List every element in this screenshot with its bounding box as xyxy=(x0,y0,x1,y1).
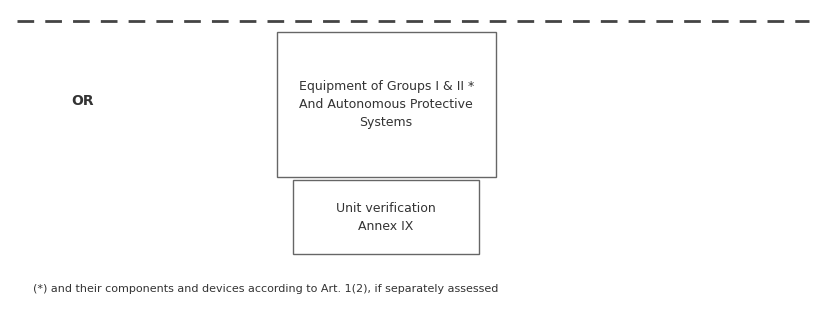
Text: Equipment of Groups I & II *
And Autonomous Protective
Systems: Equipment of Groups I & II * And Autonom… xyxy=(298,80,474,129)
Text: (*) and their components and devices according to Art. 1(2), if separately asses: (*) and their components and devices acc… xyxy=(33,284,498,294)
FancyBboxPatch shape xyxy=(277,32,496,177)
Text: OR: OR xyxy=(71,94,94,108)
Text: Unit verification
Annex IX: Unit verification Annex IX xyxy=(336,202,436,233)
FancyBboxPatch shape xyxy=(293,180,479,254)
